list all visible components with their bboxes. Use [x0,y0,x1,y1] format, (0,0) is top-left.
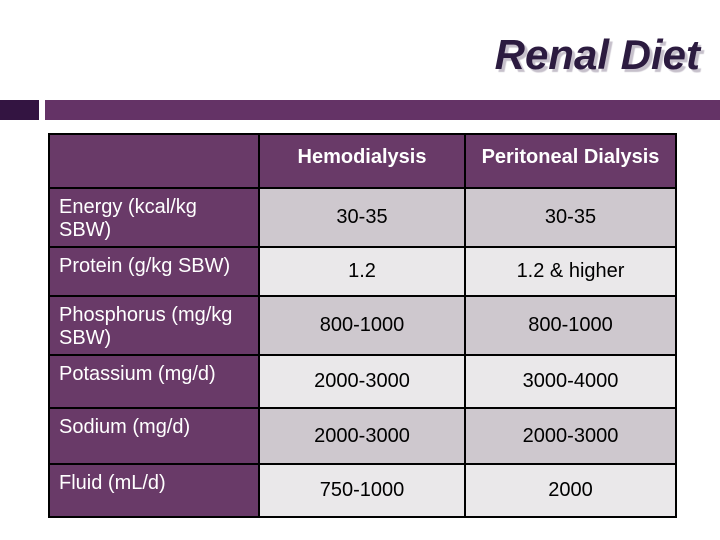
fluid-hemodialysis-value: 750-1000 [258,463,466,518]
col-header-hemodialysis: Hemodialysis [258,133,466,189]
table-row-protein: Protein (g/kg SBW) 1.2 1.2 & higher [48,246,677,297]
row-label-phosphorus: Phosphorus (mg/kg SBW) [48,295,260,356]
table-header-row: Hemodialysis Peritoneal Dialysis [48,133,677,189]
col-header-peritoneal-dialysis: Peritoneal Dialysis [464,133,677,189]
slide-title: Renal Diet [494,31,700,78]
sodium-hemodialysis-value: 2000-3000 [258,407,466,465]
row-label-protein: Protein (g/kg SBW) [48,246,260,297]
table-row-potassium: Potassium (mg/d) 2000-3000 3000-4000 [48,354,677,409]
potassium-hemodialysis-value: 2000-3000 [258,354,466,409]
row-label-energy: Energy (kcal/kg SBW) [48,187,260,248]
accent-block [0,100,39,120]
renal-diet-table: Hemodialysis Peritoneal Dialysis Energy … [48,133,677,518]
energy-hemodialysis-value: 30-35 [258,187,466,248]
sodium-peritoneal-value: 2000-3000 [464,407,677,465]
accent-bar [45,100,720,120]
table-row-fluid: Fluid (mL/d) 750-1000 2000 [48,463,677,518]
table-row-phosphorus: Phosphorus (mg/kg SBW) 800-1000 800-1000 [48,295,677,356]
protein-peritoneal-value: 1.2 & higher [464,246,677,297]
row-label-fluid: Fluid (mL/d) [48,463,260,518]
phosphorus-peritoneal-value: 800-1000 [464,295,677,356]
table-row-sodium: Sodium (mg/d) 2000-3000 2000-3000 [48,407,677,465]
energy-peritoneal-value: 30-35 [464,187,677,248]
row-label-sodium: Sodium (mg/d) [48,407,260,465]
phosphorus-hemodialysis-value: 800-1000 [258,295,466,356]
table-row-energy: Energy (kcal/kg SBW) 30-35 30-35 [48,187,677,248]
corner-cell [48,133,260,189]
potassium-peritoneal-value: 3000-4000 [464,354,677,409]
protein-hemodialysis-value: 1.2 [258,246,466,297]
row-label-potassium: Potassium (mg/d) [48,354,260,409]
fluid-peritoneal-value: 2000 [464,463,677,518]
